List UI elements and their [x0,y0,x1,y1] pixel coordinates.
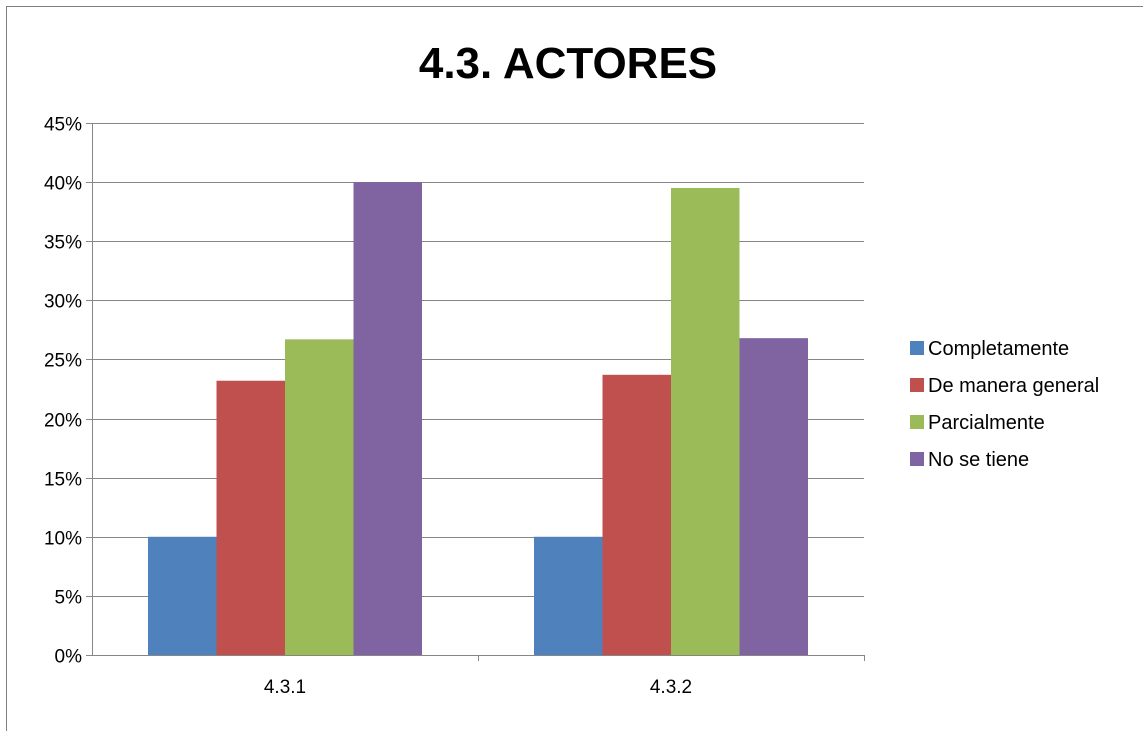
bar-no-se-tiene-4-3-1 [353,182,422,655]
bar-completamente-4-3-1 [148,536,217,655]
bar-parcialmente-4-3-1 [285,339,354,655]
bar-de-manera-general-4-3-1 [216,380,285,655]
y-tick-label: 30% [44,292,82,313]
bar-completamente-4-3-2 [534,536,603,655]
bars [148,182,808,655]
chart-title: 4.3. ACTORES [419,39,717,88]
x-tick-label: 4.3.1 [264,677,306,698]
legend-swatch [910,452,924,466]
y-tick-label: 45% [44,115,82,136]
legend-label: Parcialmente [928,412,1045,434]
bar-no-se-tiene-4-3-2 [739,338,808,655]
x-axis: 4.3.1 4.3.2 [92,655,865,698]
y-tick-label: 15% [44,470,82,491]
y-tick-label: 5% [55,588,83,609]
y-axis: 0% 5% 10% 15% 20% 25% 30% 35% 40% 45% [44,115,93,668]
legend-swatch [910,341,924,355]
legend-swatch [910,378,924,392]
y-tick-label: 35% [44,233,82,254]
y-tick-label: 40% [44,174,82,195]
legend: Completamente De manera general Parcialmen… [910,338,1099,471]
y-tick-label: 10% [44,529,82,550]
legend-label: Completamente [928,338,1069,360]
bar-parcialmente-4-3-2 [671,188,740,655]
legend-label: No se tiene [928,449,1029,471]
y-tick-label: 25% [44,351,82,372]
x-tick-label: 4.3.2 [650,677,692,698]
legend-swatch [910,415,924,429]
legend-label: De manera general [928,375,1099,397]
y-tick-label: 0% [55,647,83,668]
bar-de-manera-general-4-3-2 [602,374,671,655]
y-tick-label: 20% [44,411,82,432]
